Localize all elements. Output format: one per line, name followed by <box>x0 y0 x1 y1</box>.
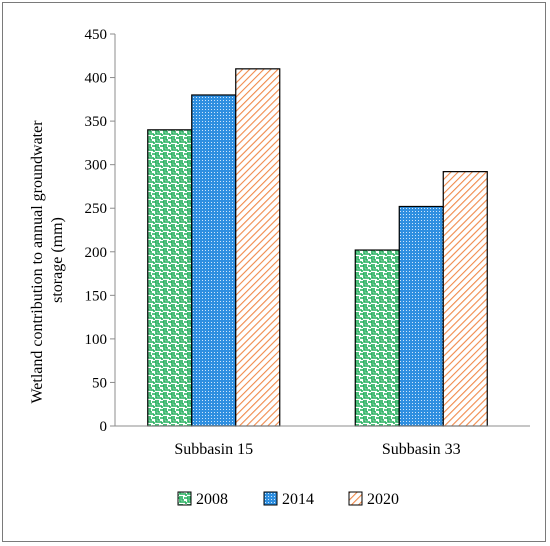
y-tick-label: 250 <box>85 201 108 217</box>
bar-2020-subbasin-33 <box>442 171 488 427</box>
legend: 2008 2014 2020 <box>177 491 399 508</box>
y-tick-label: 400 <box>85 71 108 87</box>
bar-2020-subbasin-15 <box>235 68 281 427</box>
x-category-label: Subbasin 15 <box>174 441 253 458</box>
y-tick-label: 150 <box>85 288 108 304</box>
y-tick-label: 50 <box>92 375 107 391</box>
legend-swatch-2008 <box>177 491 192 506</box>
y-axis-label-line-2: storage (mm) <box>49 217 66 303</box>
y-tick-label: 200 <box>85 245 108 261</box>
bar-2014-subbasin-33 <box>398 205 444 427</box>
y-tick-label: 100 <box>85 332 108 348</box>
y-axis-label-line-1: Wetland contribution to annual groundwat… <box>29 120 46 404</box>
bar-2008-subbasin-15 <box>147 129 193 427</box>
bars <box>147 68 488 427</box>
legend-label-2008: 2008 <box>196 491 228 508</box>
legend-label-2014: 2014 <box>282 491 314 508</box>
y-axis-ticks: 0 50 100 150 200 250 300 350 400 450 <box>85 27 115 435</box>
y-axis-label: Wetland contribution to annual groundwat… <box>29 116 66 403</box>
legend-swatch-2020 <box>348 491 363 506</box>
legend-label-2020: 2020 <box>367 491 399 508</box>
legend-swatch-2014 <box>263 491 278 506</box>
y-tick-label: 300 <box>85 158 108 174</box>
y-tick-label: 450 <box>85 27 108 43</box>
bar-2008-subbasin-33 <box>354 249 400 427</box>
y-tick-label: 350 <box>85 114 108 130</box>
y-tick-label: 0 <box>100 419 108 435</box>
x-category-label: Subbasin 33 <box>382 441 461 458</box>
axes <box>114 34 530 427</box>
bar-2014-subbasin-15 <box>191 94 237 427</box>
category-labels: Subbasin 15 Subbasin 33 <box>174 441 460 458</box>
